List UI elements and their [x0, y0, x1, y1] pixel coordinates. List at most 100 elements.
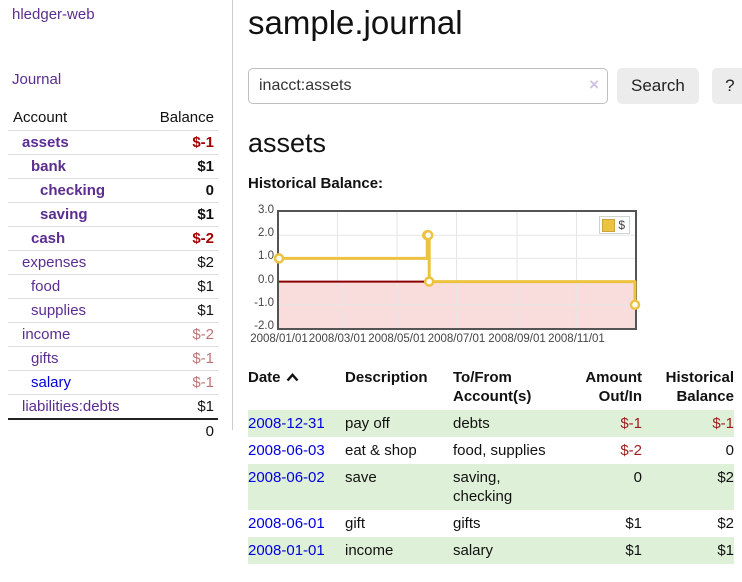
account-row: income $-2 — [8, 322, 218, 347]
register-table: Date Description To/From Account(s) Amou… — [248, 364, 734, 564]
tx-date-link[interactable]: 2008-06-03 — [248, 442, 325, 459]
account-link-supplies[interactable]: supplies — [31, 302, 87, 319]
account-balance: $-1 — [143, 130, 218, 155]
account-row: saving $1 — [8, 202, 218, 227]
tx-description: save — [345, 464, 453, 510]
x-axis-tick-label: 2008/03/01 — [308, 333, 367, 345]
account-row: salary $-1 — [8, 370, 218, 395]
x-axis-tick-label: 2008/11/01 — [548, 333, 605, 345]
account-balance: $1 — [143, 202, 218, 227]
chart: $ 3.0 2.0 1.0 0.0 -1.0 -2.0 2008/01/01 2008/03/… — [248, 200, 742, 350]
account-link-salary[interactable]: salary — [31, 374, 72, 391]
account-balance: $1 — [143, 394, 218, 419]
legend-swatch — [602, 218, 616, 232]
amount-column-header: Amount Out/In — [585, 369, 642, 405]
account-link-saving[interactable]: saving — [40, 206, 88, 223]
register-header-row: Date Description To/From Account(s) Amou… — [248, 364, 734, 410]
sidebar: hledger-web Journal Account Balance asse… — [0, 0, 233, 443]
tx-amount: $1 — [565, 537, 642, 564]
table-row: 2008-06-02 save saving, checking 0 $2 — [248, 464, 734, 510]
clear-search-icon[interactable]: × — [589, 75, 599, 94]
search-form: × Search ? — [248, 68, 742, 104]
account-link-cash[interactable]: cash — [31, 230, 66, 247]
account-row: checking 0 — [8, 178, 218, 203]
account-row: cash $-2 — [8, 226, 218, 251]
description-column-header: Description — [345, 369, 428, 386]
chart-plot[interactable]: $ — [273, 210, 641, 330]
account-page-title: assets — [248, 128, 327, 158]
tx-balance: $-1 — [642, 410, 734, 437]
journal-link[interactable]: Journal — [12, 71, 62, 88]
y-axis-tick-label: 1.0 — [258, 250, 274, 263]
account-balance: $1 — [143, 274, 218, 299]
account-link-food[interactable]: food — [31, 278, 61, 295]
tx-accounts: gifts — [453, 515, 481, 532]
table-row: 2008-12-31 pay off debts $-1 $-1 — [248, 410, 734, 437]
tx-amount: 0 — [565, 464, 642, 510]
tx-description: pay off — [345, 410, 453, 437]
table-row: 2008-06-03 eat & shop food, supplies $-2… — [248, 437, 734, 464]
table-header-row: Account Balance — [8, 106, 218, 131]
account-link-checking[interactable]: checking — [40, 182, 106, 199]
account-link-assets[interactable]: assets — [22, 134, 69, 151]
tx-amount: $-2 — [620, 442, 642, 459]
tx-date-link[interactable]: 2008-01-01 — [248, 542, 325, 559]
account-row: assets $-1 — [8, 130, 218, 155]
account-link-expenses[interactable]: expenses — [22, 254, 87, 271]
y-axis-tick-label: 2.0 — [258, 227, 274, 240]
account-balance: $-2 — [143, 226, 218, 251]
search-input[interactable] — [248, 68, 608, 104]
x-axis-tick-label: 2008/09/01 — [488, 333, 546, 345]
tx-amount: $-1 — [565, 410, 642, 437]
tx-description: eat & shop — [345, 442, 417, 459]
account-row: food $1 — [8, 274, 218, 299]
app: hledger-web Journal Account Balance asse… — [0, 0, 742, 564]
balance-column-header: Historical Balance — [665, 369, 734, 405]
tx-date-link[interactable]: 2008-06-01 — [248, 515, 325, 532]
chart-legend: $ — [599, 216, 630, 234]
table-row: 2008-01-01 income salary $1 $1 — [248, 537, 734, 564]
account-balance: $1 — [143, 154, 218, 179]
x-axis-tick-label: 2008/05/01 — [368, 333, 426, 345]
account-column-header: Account — [13, 109, 68, 126]
account-row: expenses $2 — [8, 250, 218, 275]
tx-amount: $1 — [625, 515, 642, 532]
search-button[interactable]: Search — [617, 68, 699, 104]
chevron-up-icon — [286, 372, 298, 382]
account-link-income[interactable]: income — [22, 326, 71, 343]
account-balance: 0 — [143, 178, 218, 203]
y-axis-tick-label: -2.0 — [254, 320, 274, 332]
account-balance: $2 — [143, 250, 218, 275]
date-column-header[interactable]: Date — [248, 364, 345, 410]
tx-balance: $2 — [717, 515, 734, 532]
tx-balance: $2 — [642, 464, 734, 510]
account-balance: $1 — [143, 298, 218, 323]
tx-date-link[interactable]: 2008-12-31 — [248, 415, 325, 432]
balance-column-header: Balance — [159, 109, 214, 126]
account-row: bank $1 — [8, 154, 218, 179]
app-title-link[interactable]: hledger-web — [12, 6, 95, 23]
main-content: sample.journal × Search ? assets Histori… — [233, 0, 742, 564]
x-axis-tick-label: 2008/07/01 — [427, 333, 486, 345]
nav-journal: Journal — [12, 71, 232, 89]
account-row: supplies $1 — [8, 298, 218, 323]
chart-svg — [273, 212, 641, 328]
table-row: 2008-06-01 gift gifts $1 $2 — [248, 510, 734, 537]
tx-accounts: saving, checking — [453, 464, 565, 510]
tx-balance: 0 — [725, 442, 734, 459]
help-button[interactable]: ? — [711, 68, 742, 104]
account-row: liabilities:debts $1 — [8, 394, 218, 419]
account-link-gifts[interactable]: gifts — [31, 350, 59, 367]
y-axis-tick-label: 0.0 — [258, 273, 274, 286]
account-balance: $-2 — [143, 322, 218, 347]
tx-date-link[interactable]: 2008-06-02 — [248, 469, 325, 486]
account-balances-table: Account Balance assets $-1 bank $1 check… — [8, 106, 218, 443]
accounts-column-header: To/From Account(s) — [453, 369, 532, 405]
total-row: 0 — [8, 418, 218, 443]
tx-description: income — [345, 537, 453, 564]
account-balance: $-1 — [143, 370, 218, 395]
account-link-bank[interactable]: bank — [31, 158, 67, 175]
account-link-liabilities-debts[interactable]: liabilities:debts — [22, 398, 120, 415]
chart-title: Historical Balance: — [248, 175, 384, 192]
tx-accounts: debts — [453, 410, 565, 437]
